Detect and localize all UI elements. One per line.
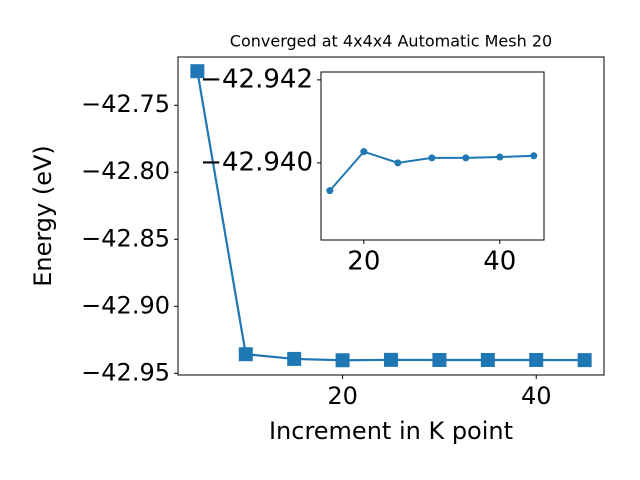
- marker: [529, 352, 544, 367]
- y-tick-label: −42.85: [81, 224, 170, 252]
- marker: [190, 64, 205, 79]
- marker: [428, 154, 436, 162]
- chart-title: Converged at 4x4x4 Automatic Mesh 20: [230, 32, 552, 51]
- x-tick-label: 40: [483, 247, 516, 277]
- marker: [335, 353, 350, 368]
- marker: [432, 352, 447, 367]
- y-tick-label: −42.942: [200, 64, 313, 94]
- marker: [394, 159, 402, 167]
- y-tick-label: −42.940: [200, 147, 313, 177]
- marker: [480, 352, 495, 367]
- marker: [530, 152, 538, 160]
- y-tick-label: −42.75: [81, 90, 170, 118]
- marker: [360, 148, 368, 156]
- x-tick-label: 20: [347, 247, 380, 277]
- marker: [462, 154, 470, 162]
- x-axis-label: Increment in K point: [269, 417, 513, 445]
- x-tick-label: 40: [521, 382, 552, 410]
- y-tick-label: −42.95: [81, 358, 170, 386]
- y-tick-label: −42.90: [81, 291, 170, 319]
- marker: [238, 347, 253, 362]
- marker: [287, 351, 302, 366]
- marker: [384, 352, 398, 367]
- y-tick-label: −42.80: [81, 157, 170, 185]
- marker: [496, 153, 504, 161]
- marker: [326, 187, 334, 195]
- x-tick-label: 20: [327, 382, 358, 410]
- marker: [577, 353, 592, 368]
- y-axis-label: Energy (eV): [29, 145, 57, 287]
